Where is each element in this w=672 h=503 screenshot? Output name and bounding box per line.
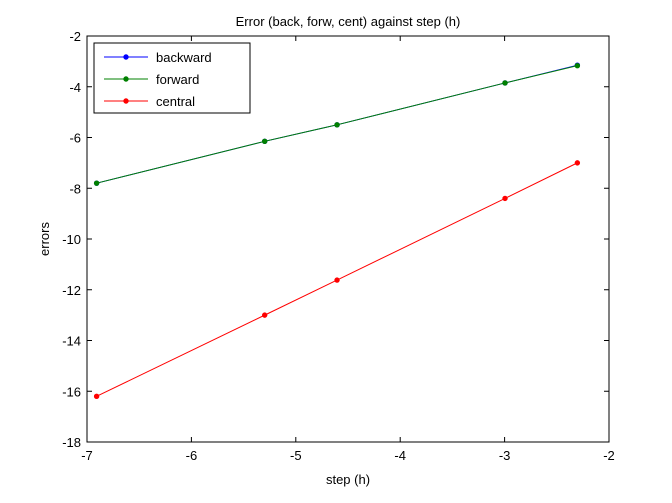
data-point-forward xyxy=(502,80,508,86)
y-tick-label: -8 xyxy=(69,181,81,196)
legend-marker-forward xyxy=(123,76,129,82)
y-tick-label: -4 xyxy=(69,80,81,95)
x-tick-label: -3 xyxy=(499,448,511,463)
legend-label-forward: forward xyxy=(156,72,199,87)
x-axis-label: step (h) xyxy=(326,472,370,487)
legend: backward forward central xyxy=(93,42,251,114)
y-tick-label: -10 xyxy=(62,232,81,247)
y-tick-label: -16 xyxy=(62,384,81,399)
y-axis-label: errors xyxy=(37,222,52,256)
legend-marker-central xyxy=(123,98,129,104)
data-point-forward xyxy=(334,122,340,128)
x-tick-label: -7 xyxy=(81,448,93,463)
x-tick-label: -4 xyxy=(394,448,406,463)
data-point-forward xyxy=(261,138,268,145)
data-point-forward xyxy=(93,180,100,186)
y-tick-label: -2 xyxy=(69,29,81,44)
x-tick-label: -2 xyxy=(603,448,615,463)
chart-title: Error (back, forw, cent) against step (h… xyxy=(236,14,461,29)
y-tick-label: -18 xyxy=(62,435,81,450)
legend-label-central: central xyxy=(156,94,195,109)
y-tick-label: -6 xyxy=(69,131,81,146)
y-tick-label: -12 xyxy=(62,283,81,298)
data-point-central xyxy=(93,393,100,400)
data-point-central xyxy=(574,160,581,166)
x-tick-label: -6 xyxy=(186,448,198,463)
legend-label-backward: backward xyxy=(156,50,212,65)
axis-ticks: -7 -6 -5 -4 -3 -2 -18 -16 -14 -12 -10 -8 -6 -4 -2 xyxy=(62,29,615,463)
y-tick-label: -14 xyxy=(62,334,81,349)
data-point-central xyxy=(502,195,508,202)
legend-marker-backward xyxy=(123,54,129,60)
data-point-central xyxy=(334,277,340,283)
series-layer xyxy=(93,62,581,400)
data-point-central xyxy=(261,312,268,318)
x-tick-label: -5 xyxy=(290,448,302,463)
data-point-forward xyxy=(574,62,581,69)
